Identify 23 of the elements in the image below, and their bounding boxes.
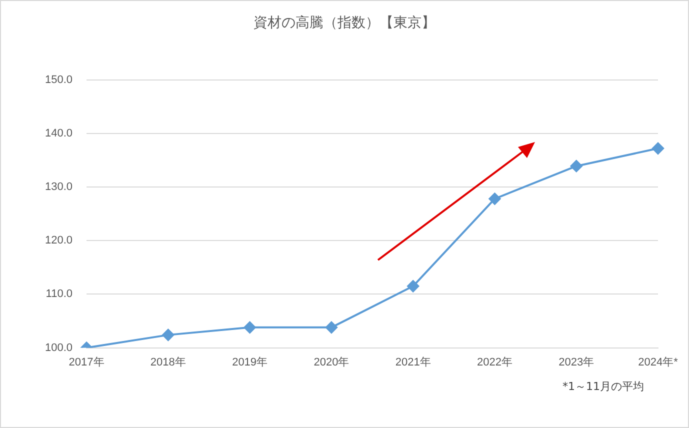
x-tick-label: 2024年* bbox=[638, 356, 679, 368]
y-tick-label: 140.0 bbox=[44, 127, 73, 140]
x-tick-label: 2023年 bbox=[558, 356, 594, 368]
chart-title: 資材の高騰（指数）【東京】 bbox=[254, 15, 436, 32]
y-tick-label: 110.0 bbox=[46, 288, 73, 300]
x-tick-label: 2021年 bbox=[395, 356, 431, 368]
y-tick-label: 130.0 bbox=[44, 181, 73, 194]
point bbox=[244, 321, 256, 334]
text: *1～11月の平均 bbox=[562, 379, 644, 394]
point bbox=[162, 328, 174, 341]
x-tick-label: 2018年 bbox=[150, 356, 186, 368]
point bbox=[325, 321, 338, 334]
x-tick-label: 2019年 bbox=[232, 356, 268, 368]
x-tick-label: 2017年 bbox=[68, 356, 104, 368]
point bbox=[652, 142, 664, 154]
x-tick-label: 2022年 bbox=[476, 356, 512, 368]
y-tick-label: 150.0 bbox=[44, 74, 73, 86]
x-tick-label: 2020年 bbox=[314, 356, 350, 368]
point bbox=[570, 160, 582, 172]
point bbox=[407, 280, 420, 292]
point bbox=[488, 192, 501, 205]
y-tick-label: 100.0 bbox=[44, 342, 73, 354]
y-tick-label: 120.0 bbox=[44, 234, 73, 247]
